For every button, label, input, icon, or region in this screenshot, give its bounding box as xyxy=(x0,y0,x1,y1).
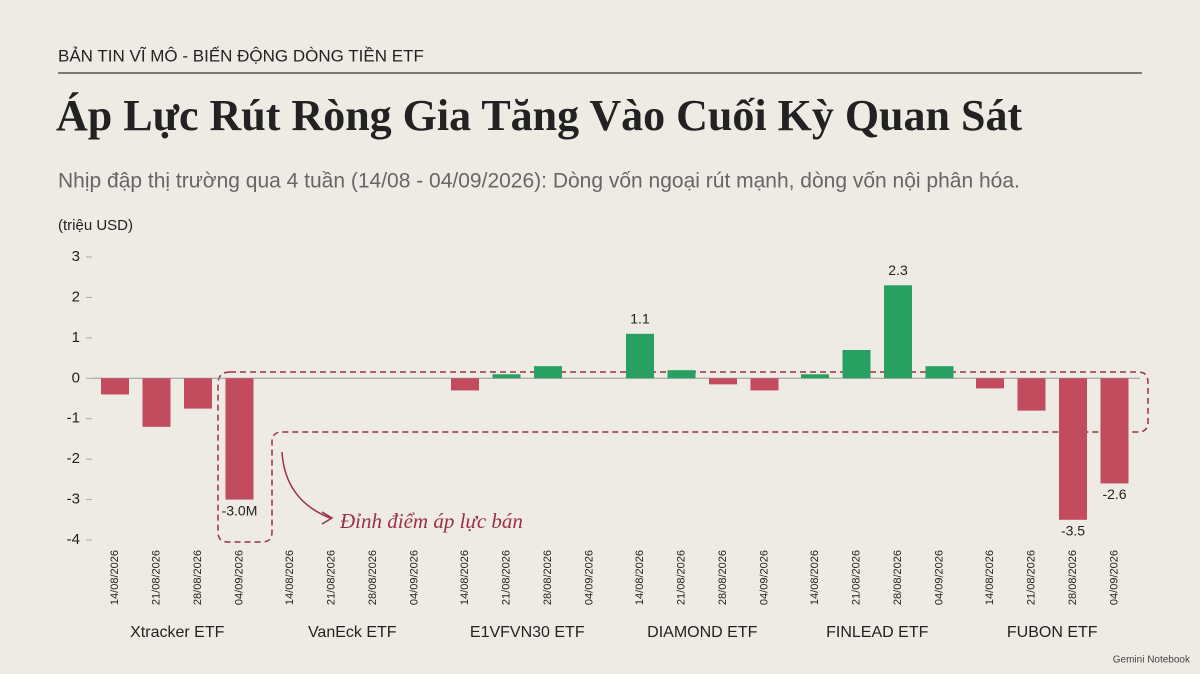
bar xyxy=(142,378,171,427)
y-tick-label: -2 xyxy=(67,450,80,467)
x-tick-label: 21/08/2026 xyxy=(500,550,512,605)
bar xyxy=(925,366,954,379)
subtitle: Nhịp đập thị trường qua 4 tuần (14/08 - … xyxy=(58,170,1020,193)
arrow-head xyxy=(321,511,334,525)
x-tick-label: 21/08/2026 xyxy=(675,550,687,605)
annotation: Đỉnh điểm áp lực bán xyxy=(339,509,523,533)
x-tick-label: 14/08/2026 xyxy=(109,550,121,605)
bar xyxy=(801,374,829,379)
y-tick-label: -1 xyxy=(67,410,80,427)
bar xyxy=(101,378,129,395)
x-tick-label: 04/09/2026 xyxy=(583,550,595,605)
x-tick-label: 21/08/2026 xyxy=(1025,550,1037,605)
x-tick-label: 14/08/2026 xyxy=(284,550,296,605)
bar xyxy=(1059,378,1087,520)
x-tick-label: 28/08/2026 xyxy=(892,550,904,605)
y-tick-label: -3 xyxy=(67,491,80,508)
x-tick-label: 14/08/2026 xyxy=(634,550,646,605)
bar xyxy=(884,285,912,379)
bar xyxy=(842,349,871,379)
x-tick-label: 28/08/2026 xyxy=(192,550,204,605)
x-tick-label: 04/09/2026 xyxy=(233,550,245,605)
y-tick-label: 2 xyxy=(72,288,80,305)
value-label: 2.3 xyxy=(888,262,908,278)
group-label: DIAMOND ETF xyxy=(647,624,757,641)
highlight-box xyxy=(217,371,1149,543)
y-tick-label: 3 xyxy=(72,248,80,265)
bar xyxy=(626,333,654,379)
x-tick-label: 14/08/2026 xyxy=(984,550,996,605)
x-tick-label: 04/09/2026 xyxy=(933,550,945,605)
bar xyxy=(184,378,212,409)
kicker: BẢN TIN VĨ MÔ - BIẾN ĐỘNG DÒNG TIỀN ETF xyxy=(58,46,424,65)
y-tick-label: 1 xyxy=(72,329,80,346)
annotation-arrow xyxy=(281,451,331,519)
bar xyxy=(492,374,521,379)
bar xyxy=(667,370,696,379)
footer: Gemini Notebook xyxy=(1113,655,1191,666)
bar xyxy=(451,378,479,391)
x-tick-label: 14/08/2026 xyxy=(809,550,821,605)
value-label: -3.0M xyxy=(222,502,258,518)
group-label: Xtracker ETF xyxy=(130,624,224,641)
group-label: E1VFVN30 ETF xyxy=(470,624,585,641)
x-tick-label: 28/08/2026 xyxy=(1067,550,1079,605)
group-label: VanEck ETF xyxy=(308,624,397,641)
bar xyxy=(1017,378,1046,411)
value-label: -2.6 xyxy=(1102,486,1126,502)
x-tick-label: 28/08/2026 xyxy=(367,550,379,605)
value-label: -3.5 xyxy=(1061,522,1085,538)
bar xyxy=(1100,378,1129,484)
y-tick-label: -4 xyxy=(67,531,80,548)
bar xyxy=(709,378,737,385)
y-tick-label: 0 xyxy=(72,369,80,386)
x-tick-label: 04/09/2026 xyxy=(1108,550,1120,605)
bar xyxy=(534,366,562,379)
x-tick-label: 21/08/2026 xyxy=(325,550,337,605)
group-label: FUBON ETF xyxy=(1007,624,1098,641)
bar xyxy=(750,378,779,391)
x-tick-label: 28/08/2026 xyxy=(717,550,729,605)
bar xyxy=(225,378,254,500)
x-tick-label: 28/08/2026 xyxy=(542,550,554,605)
x-tick-label: 21/08/2026 xyxy=(150,550,162,605)
chart-title: Áp Lực Rút Ròng Gia Tăng Vào Cuối Kỳ Qua… xyxy=(56,91,1022,140)
value-label: 1.1 xyxy=(630,311,650,327)
x-tick-label: 04/09/2026 xyxy=(408,550,420,605)
bar xyxy=(976,378,1004,389)
y-axis-label: (triệu USD) xyxy=(58,217,133,234)
x-tick-label: 21/08/2026 xyxy=(850,550,862,605)
group-label: FINLEAD ETF xyxy=(826,624,928,641)
x-tick-label: 14/08/2026 xyxy=(459,550,471,605)
x-tick-label: 04/09/2026 xyxy=(758,550,770,605)
